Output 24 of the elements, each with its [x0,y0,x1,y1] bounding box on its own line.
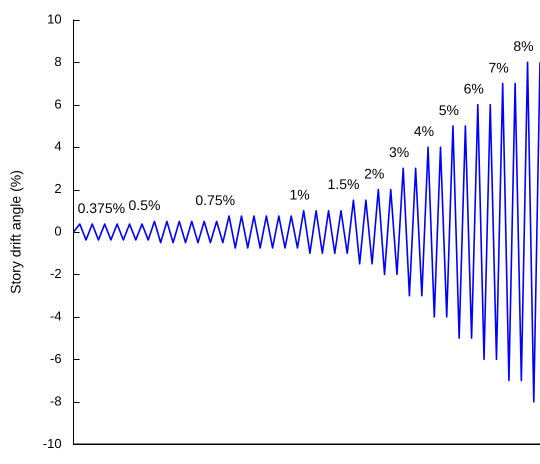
y-tick-label: -10 [42,436,62,451]
y-tick-label: -2 [50,266,62,282]
annotation: 3% [388,144,410,160]
y-tick-label: 8 [54,54,62,69]
annotation: 1.5% [328,176,360,192]
annotation: 0.5% [128,197,160,214]
y-tick-label: 6 [54,96,62,112]
y-tick-label: -8 [50,393,62,408]
annotation: 1% [289,186,310,203]
annotation: 6% [464,80,484,97]
y-tick-label: 4 [54,138,62,154]
annotation: 2% [364,165,384,182]
y-tick-label: 10 [47,11,62,26]
y-axis-title: Story drift angle (%) [7,170,24,294]
y-tick-label: 2 [54,181,62,196]
y-tick-label: -4 [50,308,62,324]
annotation: 5% [438,102,459,118]
y-tick-label: -6 [50,350,62,366]
annotation: 7% [488,59,509,76]
annotation: 0.75% [195,192,236,208]
annotation: 8% [513,38,534,54]
y-tick-label: 0 [54,224,62,239]
annotation: 0.375% [78,200,126,216]
annotation: 4% [414,122,434,139]
